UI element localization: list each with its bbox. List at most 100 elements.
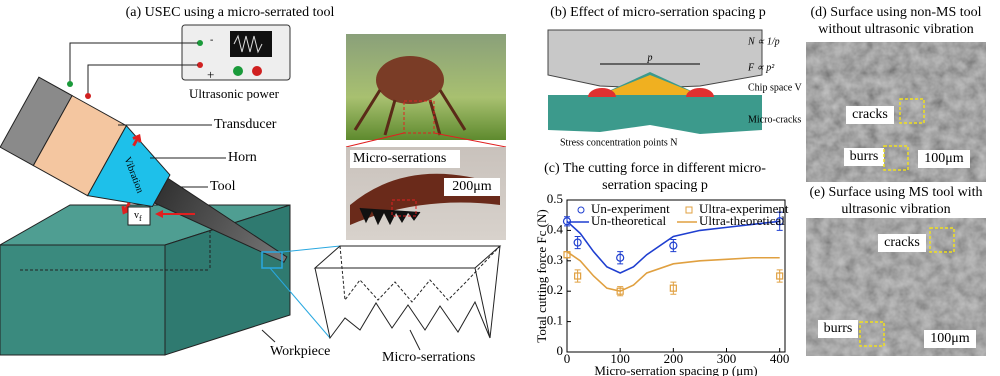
workpiece-section — [548, 72, 762, 134]
waveform — [233, 34, 263, 54]
y-tick-label: 0.3 — [547, 252, 563, 267]
leader-line — [409, 329, 421, 351]
photo-zoom-line — [345, 132, 405, 148]
x-axis-label: Micro-serration spacing p (μm) — [594, 363, 757, 376]
feed-subscript: f — [139, 214, 142, 223]
photo-zoom-line — [433, 132, 507, 148]
chip-space — [600, 75, 700, 95]
sketch-edge — [489, 245, 501, 339]
scale-label: 100μm — [924, 151, 964, 166]
panel-c-title: (c) The cutting force in different micro… — [544, 161, 766, 193]
chip-space-label: Chip space V — [748, 82, 802, 93]
serrated-tool-sketch — [313, 245, 502, 340]
y-axis-label: Total cutting force Fc (N) — [534, 209, 549, 342]
highlight-box — [929, 227, 955, 253]
data-point — [574, 272, 582, 280]
scale-label: 100μm — [930, 331, 970, 346]
zoom-label: Micro-serrations — [382, 350, 475, 365]
workpiece-label: Workpiece — [270, 344, 330, 359]
legend-symbol — [685, 206, 693, 214]
x-tick-label: 300 — [717, 351, 737, 366]
zoom-line — [281, 245, 341, 253]
knob — [252, 66, 262, 76]
minus-sign: - — [210, 34, 213, 45]
sketch-face — [314, 267, 491, 340]
x-tick-label: 0 — [564, 351, 571, 366]
highlight-box — [883, 145, 909, 171]
label-box — [844, 148, 884, 166]
highlight-box — [859, 321, 885, 347]
legend-label: Ultra-theoretical — [699, 213, 785, 228]
leader-line — [261, 329, 276, 343]
legend-label: Un-theoretical — [591, 213, 666, 228]
error-bar — [574, 235, 581, 250]
oscilloscope-screen — [230, 31, 272, 57]
error-bar — [776, 211, 783, 231]
data-point — [573, 238, 582, 247]
zoom-line — [269, 267, 331, 339]
x-tick-label: 100 — [610, 351, 630, 366]
label-box — [878, 234, 926, 252]
x-tick-label: 200 — [664, 351, 684, 366]
photo-label: Micro-serrations — [353, 151, 446, 166]
data-point — [669, 284, 677, 292]
tool — [153, 177, 288, 263]
legend-symbol — [577, 206, 585, 214]
force-chart: 0 0.1 0.2 0.3 0.4 0.5 0 100 200 300 400 Micro-serra… — [534, 191, 789, 376]
y-tick-label: 0.5 — [547, 191, 563, 206]
horn — [86, 124, 171, 208]
panel-d-title: (d) Surface using non-MS tool without ul… — [810, 5, 982, 37]
highlight-box — [899, 98, 925, 124]
burrs-label: burrs — [824, 321, 853, 336]
error-bar — [776, 269, 783, 283]
error-bar — [574, 269, 581, 283]
error-bar — [670, 281, 677, 295]
wire-end — [85, 93, 91, 99]
label-box — [818, 320, 858, 338]
ant-legs — [353, 89, 467, 136]
theory-line — [566, 220, 780, 274]
cracks-label: cracks — [884, 235, 920, 250]
data-point — [616, 253, 625, 262]
scale-box — [444, 178, 500, 196]
panel-e-title: (e) Surface using MS tool with ultrasoni… — [809, 185, 983, 217]
legend-label: Ultra-experiment — [699, 201, 789, 216]
serrations — [359, 207, 421, 226]
transducer-label: Transducer — [214, 117, 277, 132]
y-tick-label: 0 — [557, 343, 564, 358]
x-tick-label: 400 — [770, 351, 790, 366]
spacing-label: p — [647, 52, 653, 63]
knob — [233, 66, 243, 76]
wire — [87, 64, 198, 95]
power-label: Ultrasonic power — [189, 86, 280, 101]
terminal — [197, 62, 203, 68]
legend-label: Un-experiment — [591, 201, 670, 216]
feed-label: vf — [134, 210, 142, 223]
sketch-hidden — [339, 245, 501, 303]
photo-zoom-box — [391, 199, 417, 217]
ant-head — [376, 56, 444, 104]
vibration-arrow — [132, 133, 142, 147]
error-bar — [617, 251, 624, 265]
stress-zone — [686, 88, 714, 97]
scale-label: 200μm — [452, 179, 492, 194]
feed-symbol: v — [134, 210, 139, 221]
cracks-label: Micro-cracks — [748, 114, 801, 125]
panel-b-title: (b) Effect of micro-serration spacing p — [550, 5, 766, 20]
cracks-label: cracks — [852, 107, 888, 122]
label-box — [846, 106, 894, 124]
theory-line — [566, 251, 780, 293]
wire — [69, 42, 198, 82]
scale-box — [918, 150, 970, 168]
y-tick-label: 0.4 — [547, 221, 564, 236]
terminal — [197, 40, 203, 46]
horn-label: Horn — [228, 150, 257, 165]
stress-zone — [588, 88, 616, 97]
stress-label: Stress concentration points N — [560, 137, 677, 148]
ultrasonic-assembly: Vibration — [0, 76, 288, 263]
feed-box — [127, 206, 151, 226]
scale-box — [924, 330, 976, 348]
y-tick-label: 0.1 — [547, 313, 563, 328]
